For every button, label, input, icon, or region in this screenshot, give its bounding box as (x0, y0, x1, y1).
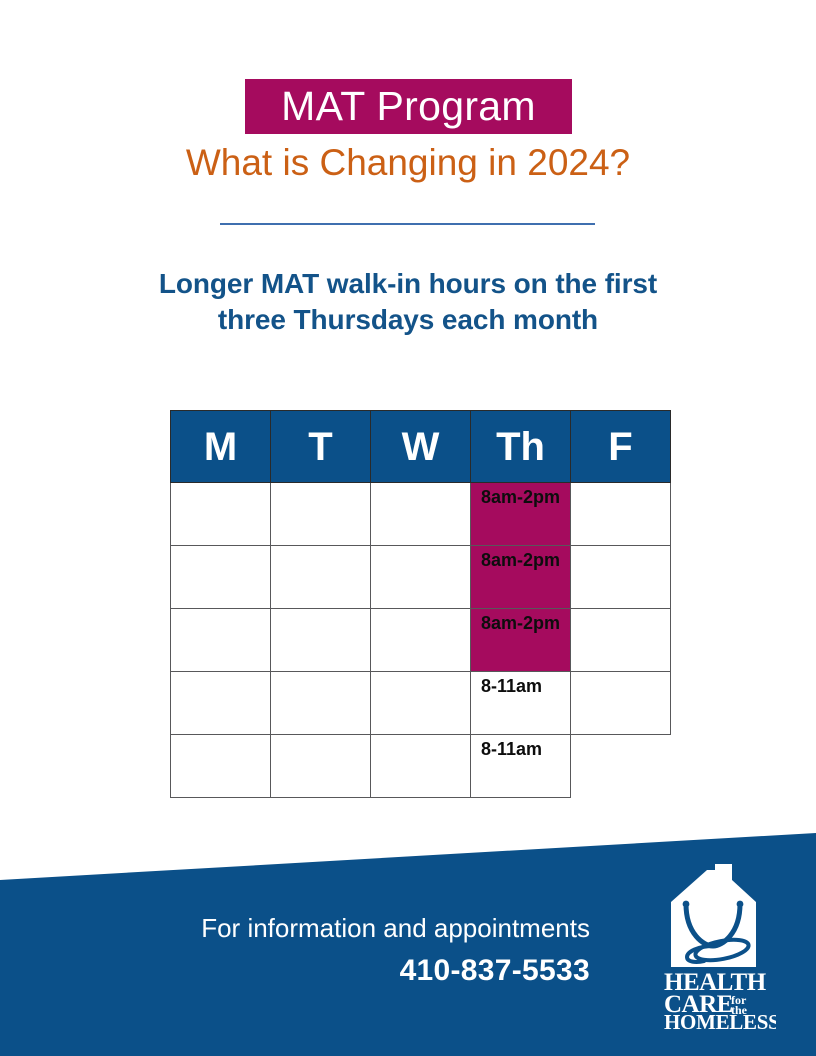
cell-week4-thu: 8-11am (470, 671, 571, 735)
cell-text (171, 735, 270, 740)
cell-week4-tue (270, 671, 371, 735)
column-header-wednesday: W (370, 410, 471, 483)
cell-week3-wed (370, 608, 471, 672)
table-row: 8am-2pm (170, 482, 671, 546)
cell-text: 8am-2pm (481, 550, 561, 570)
cell-text (371, 672, 470, 677)
logo-text-health: HEALTH (664, 969, 767, 996)
cell-text (271, 483, 370, 488)
cell-week2-tue (270, 545, 371, 609)
table-row: 8-11am (170, 671, 671, 735)
cell-week5-wed (370, 734, 471, 798)
cell-week1-mon (170, 482, 271, 546)
cell-text (271, 672, 370, 677)
cell-text (571, 609, 670, 614)
cell-text (371, 483, 470, 488)
cell-text (171, 483, 270, 488)
cell-text (171, 609, 270, 614)
cell-text: 8-11am (481, 676, 543, 696)
footer-phone-number[interactable]: 410-837-5533 (399, 953, 590, 987)
cell-text (571, 735, 671, 740)
page-subtitle: What is Changing in 2024? (185, 142, 631, 183)
program-title: MAT Program (281, 83, 536, 129)
headline-line-2: three Thursdays each month (217, 303, 599, 335)
program-title-banner: MAT Program (245, 79, 572, 134)
cell-text: 8am-2pm (481, 487, 561, 507)
column-header-thursday: Th (470, 410, 571, 483)
table-row: 8-11am (170, 734, 671, 798)
table-row: 8am-2pm (170, 608, 671, 672)
cell-text (271, 609, 370, 614)
column-header-friday: F (570, 410, 671, 483)
logo-text-homeless: HOMELESS (664, 1010, 776, 1030)
cell-week1-tue (270, 482, 371, 546)
house-stethoscope-icon: HEALTH CARE for the HOMELESS (664, 864, 776, 1030)
cell-text: 8am-2pm (481, 613, 561, 633)
column-header-monday: M (170, 410, 271, 483)
headline: Longer MAT walk-in hours on the first th… (60, 266, 756, 338)
footer-contact: For information and appointments 410-837… (60, 912, 590, 990)
cell-week2-wed (370, 545, 471, 609)
table-header: M T W Th F (170, 410, 671, 483)
cell-text (271, 735, 370, 740)
cell-week3-fri (570, 608, 671, 672)
cell-week4-fri (570, 671, 671, 735)
cell-text (271, 546, 370, 551)
cell-week1-thu: 8am-2pm (470, 482, 571, 546)
cell-week3-tue (270, 608, 371, 672)
cell-week2-thu: 8am-2pm (470, 545, 571, 609)
logo-text-care: CARE (664, 991, 733, 1018)
cell-text: 8-11am (481, 739, 543, 759)
footer-info-line: For information and appointments (201, 913, 590, 943)
logo-text-the: the (731, 1003, 748, 1017)
cell-text (171, 672, 270, 677)
column-header-tuesday: T (270, 410, 371, 483)
header-divider (220, 223, 595, 225)
headline-line-1: Longer MAT walk-in hours on the first (158, 268, 658, 299)
walk-in-hours-table: M T W Th F 8am-2pm 8am-2pm (170, 410, 671, 798)
cell-week2-fri (570, 545, 671, 609)
cell-week4-wed (370, 671, 471, 735)
table-row: 8am-2pm (170, 545, 671, 609)
cell-week5-mon (170, 734, 271, 798)
cell-text (171, 546, 270, 551)
cell-week1-wed (370, 482, 471, 546)
logo-text-for: for (731, 993, 747, 1007)
cell-week3-thu: 8am-2pm (470, 608, 571, 672)
cell-text (371, 609, 470, 614)
cell-week5-thu: 8-11am (470, 734, 571, 798)
table-body: 8am-2pm 8am-2pm 8am-2pm 8- (170, 482, 671, 798)
cell-week5-tue (270, 734, 371, 798)
cell-week5-fri (571, 735, 671, 798)
cell-text (571, 672, 670, 677)
cell-week1-fri (570, 482, 671, 546)
table-header-row: M T W Th F (170, 410, 671, 483)
cell-text (571, 483, 670, 488)
cell-week2-mon (170, 545, 271, 609)
cell-week4-mon (170, 671, 271, 735)
cell-week3-mon (170, 608, 271, 672)
health-care-for-the-homeless-logo: HEALTH CARE for the HOMELESS (660, 862, 776, 1030)
cell-text (371, 735, 470, 740)
cell-text (571, 546, 670, 551)
cell-text (371, 546, 470, 551)
